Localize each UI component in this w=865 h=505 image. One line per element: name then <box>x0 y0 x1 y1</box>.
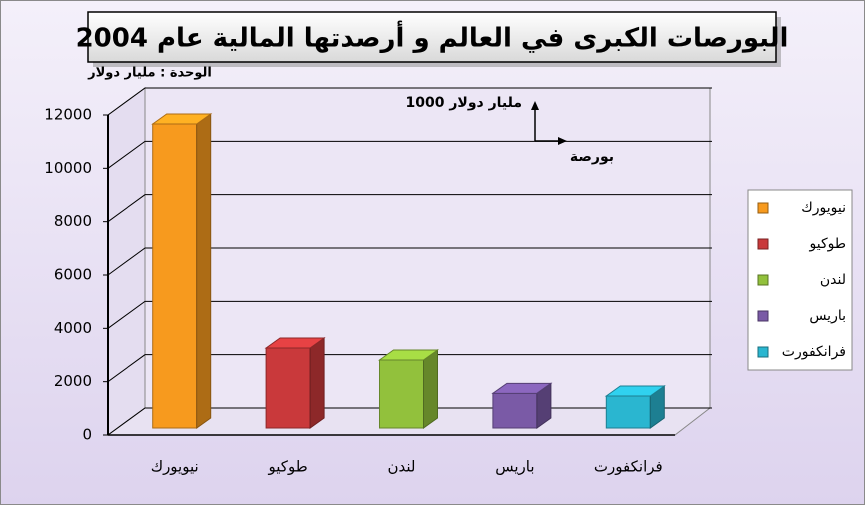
unit-label: الوحدة : مليار دولار <box>87 66 212 81</box>
legend-swatch <box>757 310 769 322</box>
bar-front <box>605 395 651 429</box>
annotation: بورصة <box>570 149 614 165</box>
bar <box>151 113 213 429</box>
grid-line <box>107 247 712 276</box>
legend-swatch <box>757 346 769 358</box>
bar-top <box>151 113 213 125</box>
bar <box>264 337 326 429</box>
title-box <box>87 11 777 63</box>
plot-area <box>106 87 712 436</box>
bar-side <box>196 113 212 429</box>
x-tick-label: باريس <box>495 458 534 476</box>
x-tick-label: لندن <box>388 458 416 476</box>
grid-line <box>107 354 712 383</box>
bar-side <box>309 337 325 429</box>
x-tick-label: طوكيو <box>268 458 308 476</box>
bar <box>491 382 553 429</box>
arrow-head <box>558 137 567 145</box>
bar-front <box>492 392 538 429</box>
legend-label: فرانكفورت <box>782 344 846 360</box>
y-tick-label: 6000 <box>54 266 92 284</box>
y-tick-label: 4000 <box>54 319 92 337</box>
bar <box>377 349 440 429</box>
bar-top <box>264 337 326 349</box>
legend-label: لندن <box>820 272 846 288</box>
bar-front <box>265 347 311 429</box>
legend-label: باريس <box>809 308 846 324</box>
legend-swatch <box>757 202 769 214</box>
grid-line <box>107 87 712 116</box>
y-tick-label: 8000 <box>54 212 92 230</box>
legend-swatch <box>757 238 769 250</box>
chart-title: البورصات الكبرى في العالم و أرصدتها الما… <box>76 21 789 54</box>
x-tick-label: فرانكفورت <box>594 458 663 476</box>
y-tick-label: 0 <box>82 426 92 444</box>
bar-top <box>377 349 440 361</box>
bar-top <box>604 385 666 397</box>
grid-line <box>107 300 712 329</box>
bar-side <box>423 349 438 429</box>
grid-line <box>107 140 712 169</box>
annotation: 1000 مليار دولار <box>405 95 522 111</box>
grid-line <box>107 194 712 223</box>
legend-label: طوكيو <box>809 236 847 252</box>
arrow-head <box>531 101 539 110</box>
legend-swatch <box>757 274 769 286</box>
y-tick-label: 2000 <box>54 372 92 390</box>
y-tick-label: 12000 <box>44 106 92 124</box>
bar-front <box>379 359 424 429</box>
bar-front <box>152 123 198 429</box>
bar-top <box>491 382 553 394</box>
legend-label: نيويورك <box>801 200 846 216</box>
y-tick-label: 10000 <box>44 159 92 177</box>
x-tick-label: نيويورك <box>151 458 199 476</box>
bar <box>604 385 666 429</box>
